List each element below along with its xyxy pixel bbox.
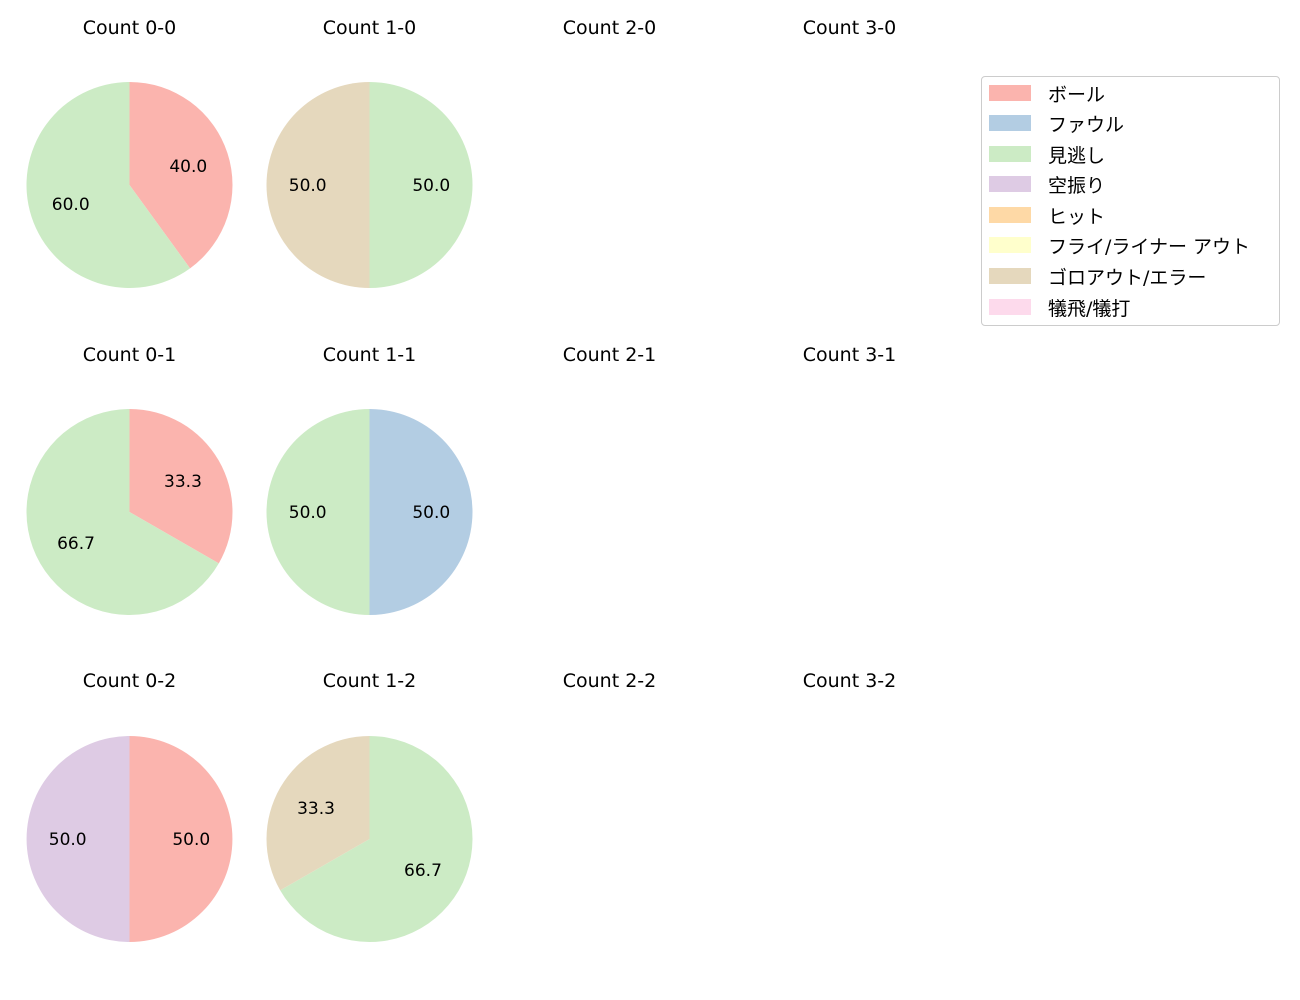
subplot-title: Count 1-1 [322,344,417,366]
pie-chart: 50.0 50.0 [266,409,473,615]
slice-percent-label: 33.3 [164,472,202,492]
legend-swatch [989,299,1031,315]
slice-percent-label: 50.0 [412,176,450,196]
pie-chart: 66.7 33.3 [266,736,473,942]
legend-label: フライ/ライナー アウト [1048,235,1251,258]
pie-slice [280,736,473,942]
legend-item: ゴロアウト/エラー [989,264,1207,289]
slice-percent-label: 50.0 [172,830,210,850]
pie-slice [26,409,219,615]
pie-slice [129,82,233,269]
legend-label: ファウル [1048,113,1125,136]
pie-slice [369,409,473,615]
legend-swatch [989,146,1031,162]
legend-label: ヒット [1048,205,1106,228]
legend-item: ヒット [989,203,1106,228]
subplot-title: Count 0-1 [82,344,177,366]
subplot-title: Count 0-0 [82,17,177,39]
slice-percent-label: 66.7 [404,861,442,881]
slice-percent-label: 50.0 [49,830,87,850]
legend: ボール ファウル 見逃し 空振り ヒット フライ/ライナー アウト ゴロアウト/… [981,76,1280,326]
pie-slice [266,409,370,615]
legend-label: 空振り [1048,174,1106,197]
slice-percent-label: 60.0 [52,195,90,215]
subplot-title: Count 3-2 [802,670,897,692]
slice-percent-label: 33.3 [297,799,335,819]
legend-item: ボール [989,81,1106,106]
slice-percent-label: 40.0 [169,157,207,177]
legend-swatch [989,85,1031,101]
legend-swatch [989,207,1031,223]
subplot-title: Count 2-2 [562,670,657,692]
legend-swatch [989,268,1031,284]
pie-slice [266,82,370,288]
pie-chart: 33.3 66.7 [26,409,233,615]
legend-swatch [989,115,1031,131]
pie-slice [26,736,130,942]
legend-label: ボール [1048,83,1106,106]
legend-label: 犠飛/犠打 [1048,297,1131,320]
legend-label: ゴロアウト/エラー [1048,266,1207,289]
legend-item: 犠飛/犠打 [989,295,1131,320]
slice-percent-label: 50.0 [289,176,327,196]
slice-percent-label: 50.0 [289,503,327,523]
pie-slice [129,409,233,564]
pie-chart: 50.0 50.0 [26,736,233,942]
subplot-title: Count 1-0 [322,17,417,39]
pie-slice [129,736,233,942]
subplot-title: Count 1-2 [322,670,417,692]
legend-item: フライ/ライナー アウト [989,233,1251,258]
subplot-title: Count 0-2 [82,670,177,692]
pie-chart: 40.0 60.0 [26,82,233,288]
legend-item: 空振り [989,172,1106,197]
slice-percent-label: 50.0 [412,503,450,523]
legend-label: 見逃し [1048,144,1106,167]
legend-item: 見逃し [989,142,1106,167]
subplot-title: Count 2-0 [562,17,657,39]
pie-slice [266,736,370,891]
pie-chart: 50.0 50.0 [266,82,473,288]
subplot-title: Count 3-1 [802,344,897,366]
legend-swatch [989,237,1031,253]
legend-item: ファウル [989,111,1125,136]
slice-percent-label: 66.7 [57,534,95,554]
legend-swatch [989,176,1031,192]
subplot-title: Count 2-1 [562,344,657,366]
subplot-title: Count 3-0 [802,17,897,39]
pie-slice [369,82,473,288]
pie-slice [26,82,191,288]
